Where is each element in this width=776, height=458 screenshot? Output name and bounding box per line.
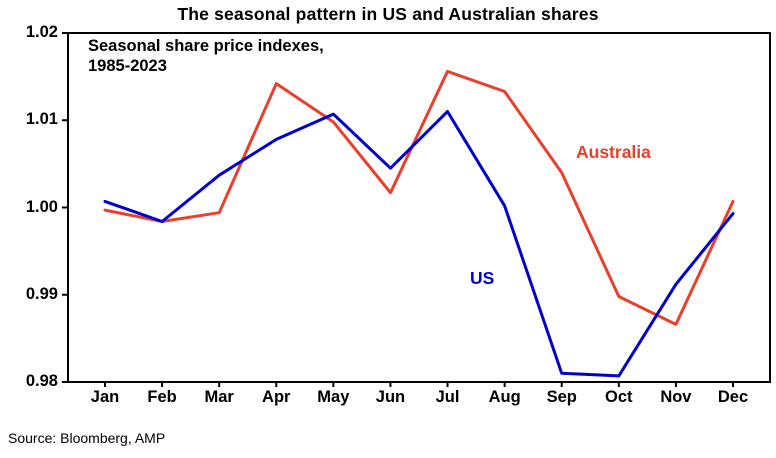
y-tick-label: 1.02 bbox=[25, 23, 58, 41]
x-tick-label: Jun bbox=[375, 388, 406, 406]
x-tick-label: Jan bbox=[90, 388, 120, 406]
x-tick-label: Oct bbox=[605, 388, 633, 406]
y-tick-label: 1.00 bbox=[25, 197, 58, 216]
series-line-us bbox=[103, 110, 735, 378]
x-tick-label: Jul bbox=[435, 388, 460, 406]
plot-border bbox=[67, 32, 771, 383]
series-line-australia bbox=[103, 69, 735, 326]
x-tick-label: Dec bbox=[717, 388, 749, 406]
x-tick-label: Nov bbox=[660, 388, 692, 406]
annotation-line-2: 1985-2023 bbox=[88, 56, 167, 75]
chart-annotation: Seasonal share price indexes, 1985-2023 bbox=[88, 37, 324, 77]
annotation-line-1: Seasonal share price indexes, bbox=[88, 37, 324, 55]
x-tick-label: Sep bbox=[546, 388, 577, 406]
x-tick-label: Feb bbox=[147, 388, 177, 406]
x-tick-label: May bbox=[317, 388, 350, 406]
chart-svg bbox=[62, 32, 771, 387]
y-tick-label: 0.98 bbox=[25, 372, 58, 390]
y-tick-label: 1.01 bbox=[25, 110, 58, 129]
x-tick-label: Mar bbox=[204, 388, 234, 406]
source-note: Source: Bloomberg, AMP bbox=[8, 430, 166, 446]
us-series-label: US bbox=[470, 268, 495, 288]
y-tick-label: 0.99 bbox=[25, 284, 58, 303]
x-tick-label: Apr bbox=[262, 388, 291, 406]
x-tick-label: Aug bbox=[488, 388, 521, 406]
chart-title: The seasonal pattern in US and Australia… bbox=[177, 4, 599, 24]
australia-series-label: Australia bbox=[576, 142, 651, 162]
